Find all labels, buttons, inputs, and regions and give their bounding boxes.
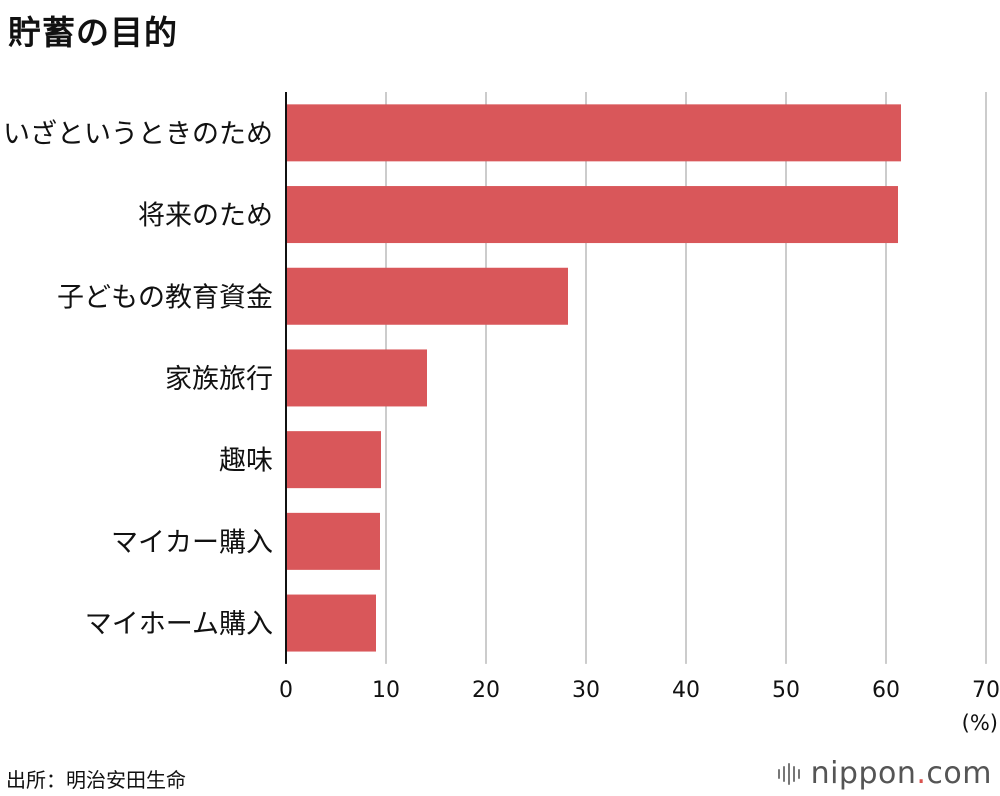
x-tick-label: 10 xyxy=(372,678,400,703)
x-tick-label: 70 xyxy=(972,678,1000,703)
x-tick-label: 40 xyxy=(672,678,700,703)
bar xyxy=(286,512,380,570)
bar-chart: いざというときのため将来のため子どもの教育資金家族旅行趣味マイカー購入マイホーム… xyxy=(3,92,1000,735)
source-note: 出所：明治安田生命 xyxy=(6,768,186,792)
bar xyxy=(286,431,381,489)
bars xyxy=(286,104,901,652)
bar xyxy=(286,104,901,162)
brand-name: nippon xyxy=(810,756,917,791)
bar xyxy=(286,267,568,325)
category-label: 家族旅行 xyxy=(165,364,273,395)
brand-suffix: com xyxy=(926,756,992,791)
bar xyxy=(286,186,898,244)
x-tick-label: 30 xyxy=(572,678,600,703)
category-labels: いざというときのため将来のため子どもの教育資金家族旅行趣味マイカー購入マイホーム… xyxy=(3,119,273,640)
x-tick-label: 20 xyxy=(472,678,500,703)
category-label: 子どもの教育資金 xyxy=(57,282,273,313)
category-label: いざというときのため xyxy=(3,119,273,150)
category-label: マイカー購入 xyxy=(111,527,273,558)
sound-bars-icon xyxy=(777,762,803,785)
category-label: マイホーム購入 xyxy=(85,609,273,640)
category-label: 将来のため xyxy=(138,201,273,232)
bar xyxy=(286,349,427,407)
brand-dot: . xyxy=(916,756,927,791)
tick-labels: 0 10 20 30 40 50 60 70 (%) xyxy=(279,678,1000,735)
chart-title: 貯蓄の目的 xyxy=(8,13,178,52)
bar xyxy=(286,594,376,652)
x-axis-unit: (%) xyxy=(962,711,998,735)
brand-logo: nippon. com xyxy=(777,756,992,791)
gridlines xyxy=(385,92,987,664)
x-tick-label: 60 xyxy=(872,678,900,703)
x-tick-label: 0 xyxy=(279,678,293,703)
category-label: 趣味 xyxy=(219,446,273,477)
x-tick-label: 50 xyxy=(772,678,800,703)
